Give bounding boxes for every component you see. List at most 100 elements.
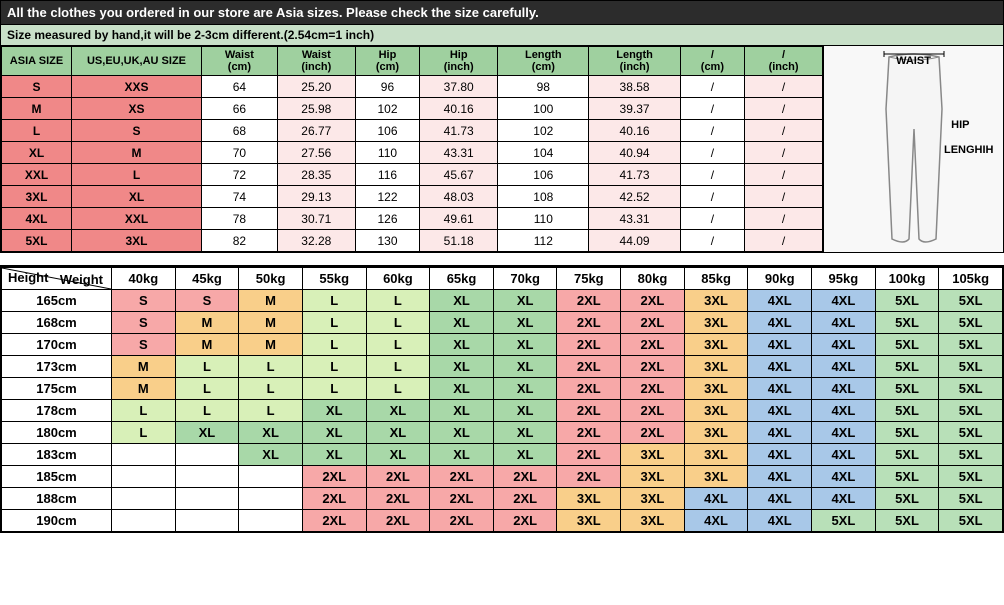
rec-cell: XL — [493, 356, 557, 378]
size-cell: 48.03 — [420, 186, 498, 208]
rec-cell: 3XL — [684, 334, 748, 356]
size-cell: 41.73 — [589, 164, 680, 186]
rec-cell: XL — [175, 422, 239, 444]
rec-cell: 5XL — [939, 334, 1003, 356]
rec-cell: 2XL — [621, 334, 685, 356]
rec-cell: 2XL — [366, 510, 430, 532]
size-cell: 42.52 — [589, 186, 680, 208]
weight-header: 40kg — [112, 268, 176, 290]
rec-cell: 3XL — [621, 488, 685, 510]
rec-cell: XL — [430, 290, 494, 312]
rec-cell: 3XL — [621, 466, 685, 488]
rec-row: 180cmLXLXLXLXLXLXL2XL2XL3XL4XL4XL5XL5XL — [2, 422, 1003, 444]
rec-cell: 4XL — [748, 488, 812, 510]
rec-cell: 5XL — [875, 334, 939, 356]
rec-cell: L — [175, 400, 239, 422]
size-cell: 43.31 — [420, 142, 498, 164]
rec-cell: 3XL — [557, 510, 621, 532]
weight-header: 60kg — [366, 268, 430, 290]
size-cell: L — [72, 164, 202, 186]
rec-cell: M — [239, 290, 303, 312]
rec-cell: 5XL — [939, 488, 1003, 510]
rec-cell: XL — [366, 422, 430, 444]
rec-cell: 5XL — [875, 356, 939, 378]
size-cell: / — [680, 76, 744, 98]
rec-cell: XL — [302, 444, 366, 466]
size-cell: XL — [2, 142, 72, 164]
rec-cell: 2XL — [557, 312, 621, 334]
size-header: Length(inch) — [589, 47, 680, 76]
rec-cell: 2XL — [557, 334, 621, 356]
rec-cell: XL — [430, 312, 494, 334]
size-cell: 45.67 — [420, 164, 498, 186]
size-cell: 106 — [355, 120, 419, 142]
weight-header: 55kg — [302, 268, 366, 290]
size-cell: / — [745, 142, 823, 164]
size-cell: 110 — [355, 142, 419, 164]
weight-header: 65kg — [430, 268, 494, 290]
size-cell: 98 — [498, 76, 589, 98]
rec-cell: 4XL — [684, 510, 748, 532]
weight-header: 80kg — [621, 268, 685, 290]
rec-cell: L — [302, 356, 366, 378]
size-cell: 64 — [202, 76, 278, 98]
rec-cell — [175, 466, 239, 488]
size-cell: 28.35 — [277, 164, 355, 186]
rec-row: 185cm2XL2XL2XL2XL2XL3XL3XL4XL4XL5XL5XL — [2, 466, 1003, 488]
rec-cell: 4XL — [812, 356, 876, 378]
rec-cell: 3XL — [684, 290, 748, 312]
rec-cell: 4XL — [748, 334, 812, 356]
rec-cell: XL — [302, 400, 366, 422]
rec-cell: XL — [430, 422, 494, 444]
rec-cell: 5XL — [939, 356, 1003, 378]
rec-cell: 3XL — [621, 510, 685, 532]
size-cell: 32.28 — [277, 230, 355, 252]
rec-cell — [112, 466, 176, 488]
rec-cell: XL — [493, 290, 557, 312]
rec-cell: 5XL — [875, 290, 939, 312]
rec-cell: 4XL — [812, 422, 876, 444]
rec-cell: 2XL — [493, 466, 557, 488]
rec-cell: L — [302, 334, 366, 356]
rec-cell: XL — [239, 444, 303, 466]
rec-cell — [175, 510, 239, 532]
rec-cell: XL — [302, 422, 366, 444]
size-cell: 4XL — [2, 208, 72, 230]
rec-cell: 4XL — [812, 400, 876, 422]
rec-row: 183cmXLXLXLXLXL2XL3XL3XL4XL4XL5XL5XL — [2, 444, 1003, 466]
rec-cell: 4XL — [748, 400, 812, 422]
rec-cell: XL — [493, 400, 557, 422]
rec-row: 173cmMLLLLXLXL2XL2XL3XL4XL4XL5XL5XL — [2, 356, 1003, 378]
size-row: LS6826.7710641.7310240.16// — [2, 120, 823, 142]
size-row: XLM7027.5611043.3110440.94// — [2, 142, 823, 164]
rec-cell: L — [366, 312, 430, 334]
weight-header: 75kg — [557, 268, 621, 290]
size-row: 5XL3XL8232.2813051.1811244.09// — [2, 230, 823, 252]
rec-cell: M — [112, 378, 176, 400]
rec-cell: 5XL — [939, 444, 1003, 466]
rec-cell: L — [302, 312, 366, 334]
rec-cell: 5XL — [875, 422, 939, 444]
recommendation-table: WeightHeight40kg45kg50kg55kg60kg65kg70kg… — [1, 267, 1003, 532]
rec-cell: 2XL — [430, 488, 494, 510]
size-cell: 116 — [355, 164, 419, 186]
rec-cell: 5XL — [939, 510, 1003, 532]
rec-cell: 4XL — [812, 444, 876, 466]
rec-cell: 5XL — [875, 488, 939, 510]
rec-cell: 4XL — [812, 334, 876, 356]
rec-cell: L — [366, 356, 430, 378]
size-cell: / — [680, 186, 744, 208]
rec-cell: XL — [493, 378, 557, 400]
rec-cell: 2XL — [621, 356, 685, 378]
size-header: Length(cm) — [498, 47, 589, 76]
rec-cell: 2XL — [302, 510, 366, 532]
top-wrap: ASIA SIZEUS,EU,UK,AU SIZEWaist(cm)Waist(… — [1, 46, 1003, 252]
rec-cell: 4XL — [684, 488, 748, 510]
size-cell: 104 — [498, 142, 589, 164]
size-cell: 130 — [355, 230, 419, 252]
label-hip: HIP — [951, 119, 969, 131]
size-cell: 72 — [202, 164, 278, 186]
rec-cell: 5XL — [939, 400, 1003, 422]
rec-cell: 3XL — [684, 378, 748, 400]
rec-cell: 2XL — [366, 488, 430, 510]
